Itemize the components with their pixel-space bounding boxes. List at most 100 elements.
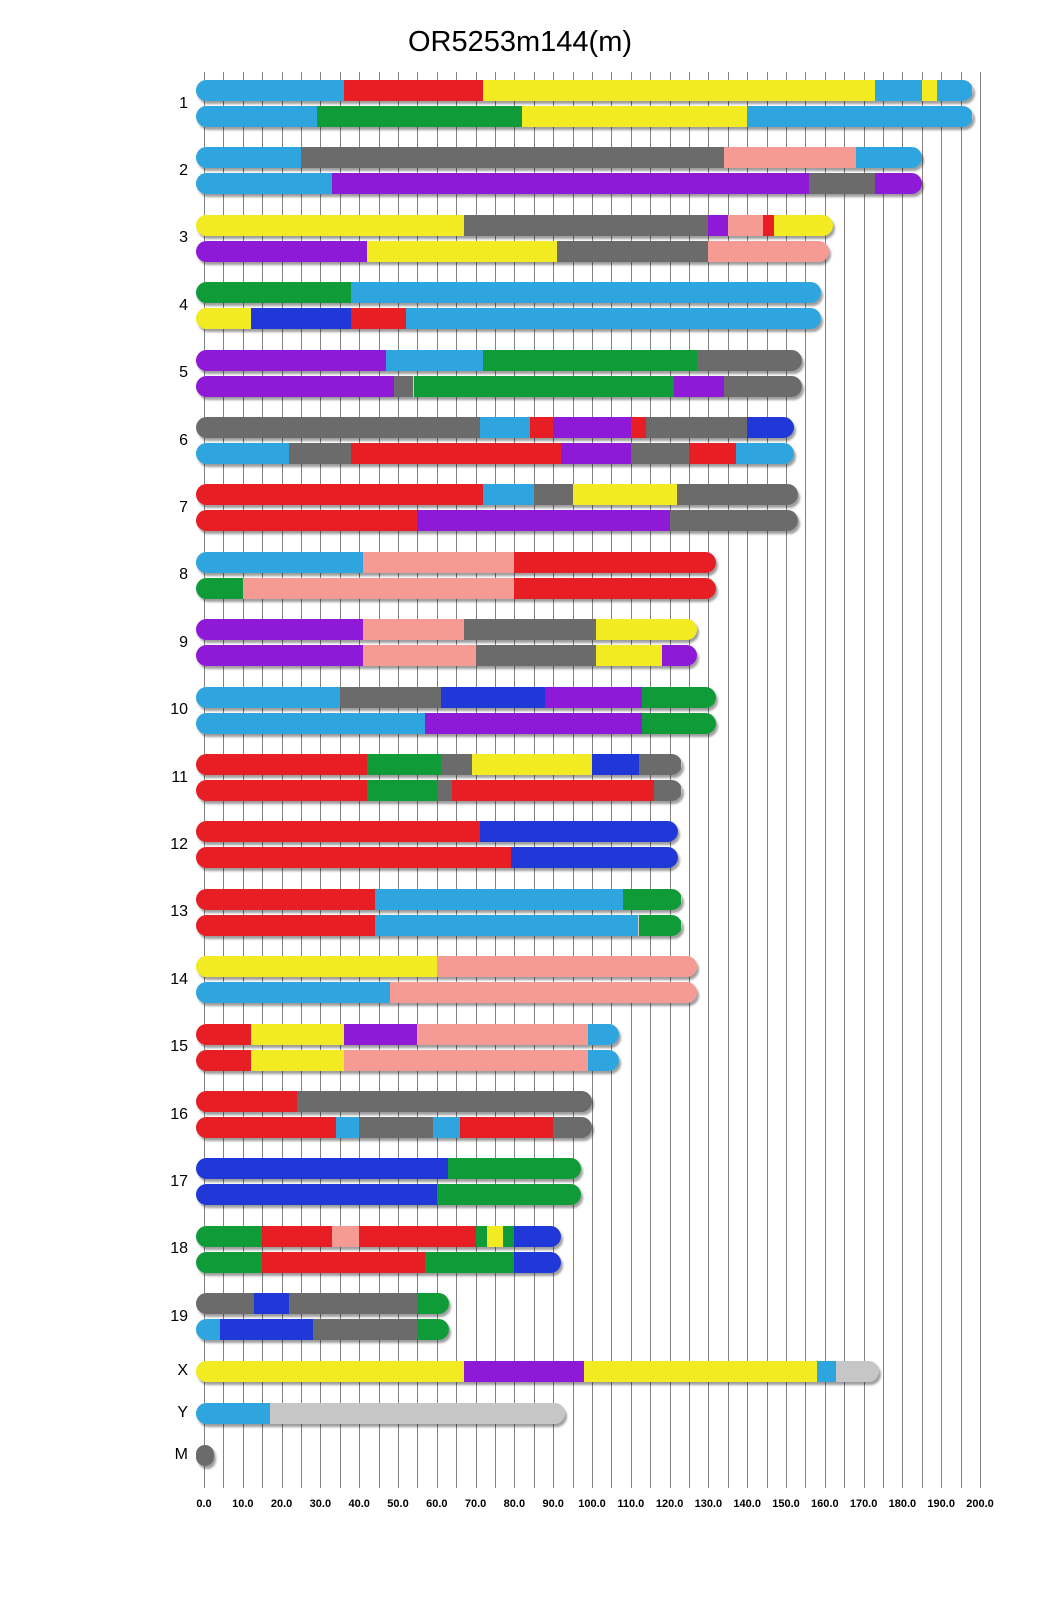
chromosome-Y-haplotype-1 [196,1402,566,1424]
ancestry-segment [440,754,472,775]
ancestry-segment [335,1117,360,1138]
chromosome-17-haplotype-1 [196,1158,581,1180]
ancestry-segment [817,1360,837,1382]
gridline [883,72,884,1488]
ancestry-segment [386,349,484,371]
ancestry-segment [332,1225,360,1247]
chromosome-9-haplotype-1 [196,619,697,641]
chromosome-5-haplotype-2 [196,375,802,397]
ancestry-segment [196,1184,437,1206]
ancestry-segment [638,914,682,936]
ancestry-segment [545,686,643,708]
ancestry-segment [196,847,511,869]
chromosome-11-haplotype-2 [196,780,682,801]
chromosome-X-haplotype-1 [196,1360,880,1382]
ancestry-segment [196,1225,263,1247]
ancestry-segment [196,1402,270,1424]
chromosome-label-9: 9 [179,633,188,651]
ancestry-segment [483,80,876,101]
ancestry-segment [630,443,689,464]
chromosome-label-10: 10 [170,701,188,719]
gridline [766,72,768,1488]
axis-tick-label: 160.0 [811,1498,839,1510]
ancestry-segment [196,1117,336,1138]
ancestry-segment [196,551,364,573]
ancestry-segment [262,1251,426,1273]
gridline [747,72,749,1488]
ancestry-segment [855,147,922,169]
gridline [805,72,807,1488]
ancestry-segment [394,375,414,397]
ancestry-segment [297,1091,593,1112]
ancestry-segment [417,1023,589,1045]
gridline [941,72,943,1488]
ancestry-segment [351,308,406,330]
ancestry-segment [436,780,453,801]
ancestry-segment [374,888,623,910]
ancestry-segment [502,1225,515,1247]
ancestry-segment [196,1091,298,1112]
ancestry-segment [921,80,938,101]
ancestry-segment [289,443,352,464]
ancestry-segment [483,349,697,371]
chromosome-label-13: 13 [170,903,188,921]
chromosome-8-haplotype-1 [196,551,717,573]
chromosome-label-11: 11 [171,768,188,786]
ancestry-segment [572,484,678,506]
ancestry-segment [483,484,534,506]
ancestry-segment [727,214,763,236]
chromosome-16-haplotype-2 [196,1117,593,1138]
axis-tick-label: 80.0 [503,1498,526,1510]
ancestry-segment [417,510,670,532]
axis-tick-label: 30.0 [309,1498,332,1510]
gridline [863,72,865,1488]
axis-tick-label: 40.0 [348,1498,370,1510]
ancestry-segment [638,754,682,775]
gridline [727,72,729,1488]
ancestry-segment [708,240,829,262]
ancestry-segment [937,80,973,101]
chart-title: OR5253m144(m) [407,26,633,58]
ancestry-segment [270,1402,566,1424]
axis-tick-label: 20.0 [270,1498,293,1510]
ancestry-segment [196,1319,220,1341]
ancestry-segment [584,1360,817,1382]
gridline [824,72,826,1488]
chromosome-19-haplotype-2 [196,1319,449,1341]
axis-tick-label: 90.0 [542,1498,564,1510]
gridline [844,72,846,1488]
ancestry-segment [250,1023,344,1045]
ancestry-segment [464,214,709,236]
ancestry-segment [723,147,856,169]
ancestry-segment [196,1444,214,1466]
ancestry-segment [196,173,332,195]
ancestry-segment [514,1225,562,1247]
chromosome-label-15: 15 [170,1038,188,1056]
ancestry-segment [196,780,367,801]
ancestry-segment [471,754,592,775]
chromosome-6-haplotype-1 [196,417,794,438]
chromosome-label-16: 16 [170,1105,188,1123]
axis-tick-label: 150.0 [772,1498,800,1510]
ancestry-segment [588,1049,620,1071]
chromosome-label-2: 2 [179,161,188,179]
chromosome-label-X: X [177,1362,188,1380]
ancestry-segment [196,349,387,371]
ancestry-segment [677,484,798,506]
ancestry-segment [747,417,794,438]
chromosome-15-haplotype-1 [196,1023,620,1045]
axis-tick-label: 190.0 [927,1498,955,1510]
ancestry-segment [735,443,794,464]
ancestry-segment [219,1319,313,1341]
ancestry-segment [762,214,775,236]
chromosome-label-3: 3 [179,229,188,247]
ancestry-segment [475,1225,488,1247]
ancestry-segment [669,510,798,532]
ancestry-segment [196,619,364,641]
ancestry-segment [623,888,682,910]
chromosome-2-haplotype-1 [196,147,922,169]
ancestry-segment [196,645,364,667]
axis-tick-label: 140.0 [733,1498,761,1510]
ancestry-segment [553,417,631,438]
chromosome-label-Y: Y [177,1404,188,1422]
